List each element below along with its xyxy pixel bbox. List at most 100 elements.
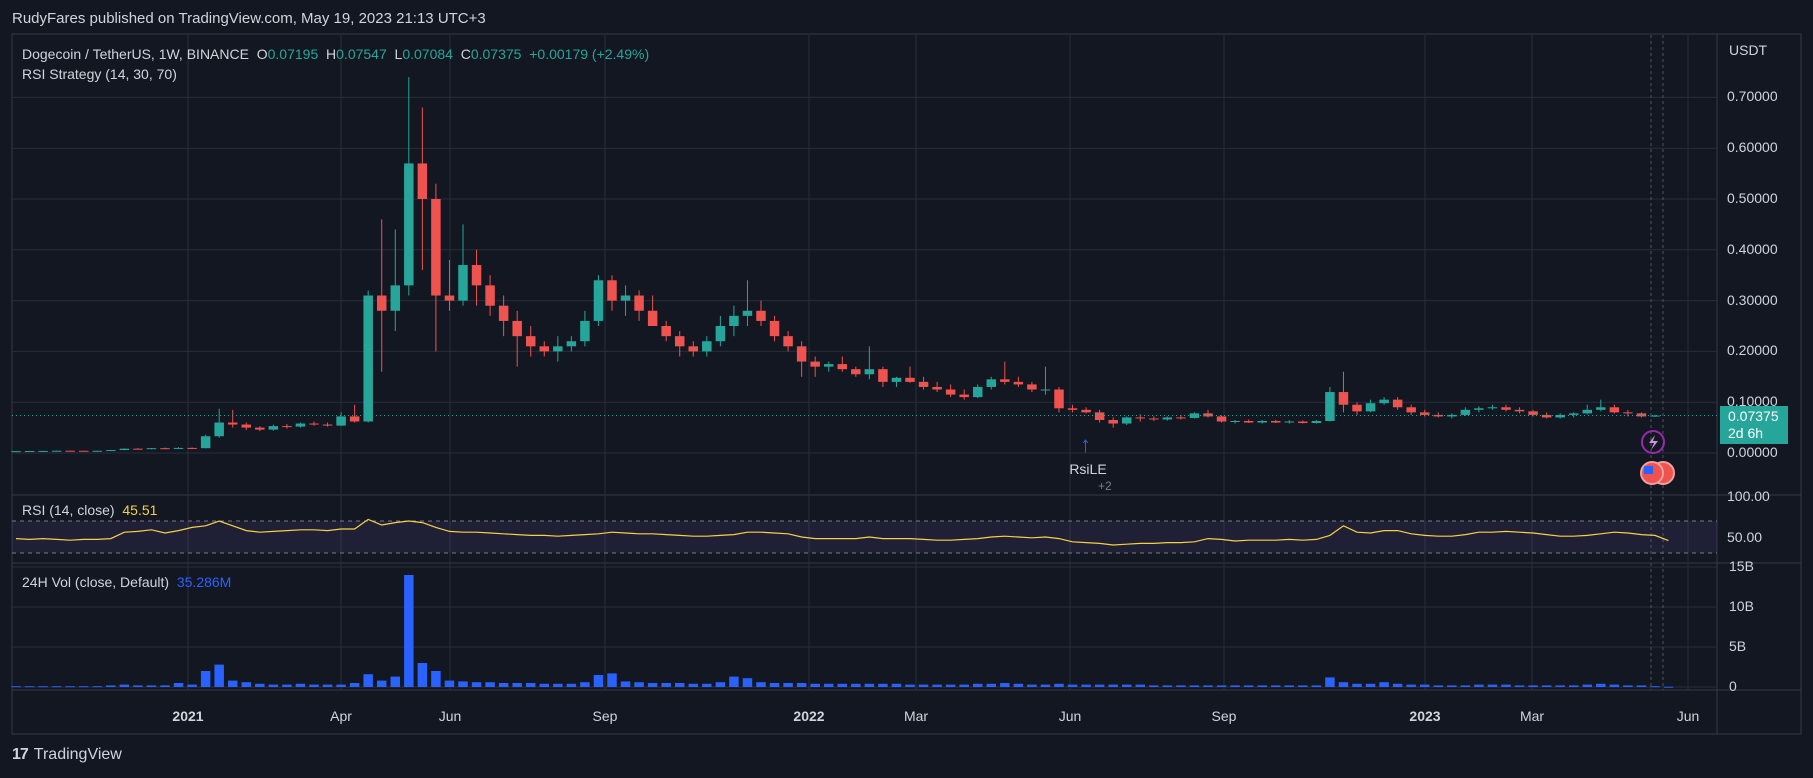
price-unit: USDT	[1729, 42, 1768, 58]
candle-body	[674, 336, 685, 347]
rsi-legend[interactable]: RSI (14, close) 45.51	[22, 502, 157, 518]
candle-body	[1528, 411, 1538, 415]
candle-body	[363, 295, 373, 422]
volume-bar	[1311, 685, 1322, 687]
volume-bar	[620, 681, 631, 687]
candle-body	[756, 310, 766, 321]
volume-bar	[1352, 683, 1362, 687]
volume-bar	[1514, 685, 1525, 687]
volume-bar	[1081, 684, 1091, 687]
strategy-label: RSI Strategy (14, 30, 70)	[22, 66, 177, 82]
candle-body	[65, 450, 75, 452]
candle-body	[322, 424, 333, 426]
symbol-legend: Dogecoin / TetherUS, 1W, BINANCE O0.0719…	[22, 46, 649, 62]
candle-body	[1419, 412, 1430, 415]
candle-countdown: 2d 6h	[1728, 425, 1764, 441]
volume-bar	[1094, 684, 1105, 687]
candle-body	[1636, 413, 1647, 417]
volume-bar	[1162, 685, 1173, 687]
symbol-name[interactable]: Dogecoin / TetherUS, 1W, BINANCE	[22, 46, 249, 62]
volume-bar	[282, 684, 292, 687]
volume-bar	[918, 684, 929, 687]
time-tick: Jun	[1676, 708, 1700, 724]
volume-bar	[187, 684, 197, 687]
volume-bar	[702, 683, 712, 687]
volume-bar	[336, 684, 346, 687]
volume-bar	[458, 681, 468, 687]
candle-body	[1270, 420, 1281, 423]
candle-body	[24, 451, 35, 453]
candle-body	[1514, 409, 1525, 412]
vol-tick-5b: 5B	[1729, 638, 1747, 654]
candle-body	[444, 295, 455, 301]
candle-body	[187, 447, 197, 449]
candle-body	[417, 163, 428, 199]
candle-body	[1623, 412, 1633, 414]
volume-bar	[1568, 685, 1579, 687]
candle-body	[1338, 392, 1349, 405]
volume-bar	[580, 682, 590, 687]
volume-bar	[756, 682, 766, 687]
volume-bar	[295, 683, 306, 687]
volume-bar	[404, 575, 414, 687]
rsi-line	[15, 518, 1669, 546]
candle-body	[972, 386, 983, 398]
volume-bar	[729, 676, 739, 687]
volume-bar	[1419, 684, 1430, 687]
volume-bar	[200, 671, 211, 687]
candle-body	[729, 315, 739, 326]
volume-bar	[1067, 684, 1078, 687]
volume-bar	[1054, 683, 1064, 687]
volume-bar	[742, 678, 753, 687]
us-flag-icon	[1644, 466, 1653, 474]
time-tick: Jun	[1058, 708, 1082, 724]
long-entry-arrow-icon[interactable]: ↑	[1080, 432, 1091, 457]
candle-body	[1094, 412, 1105, 420]
price-tick: 0.40000	[1727, 240, 1778, 257]
volume-bar	[1541, 685, 1552, 687]
volume-bar	[593, 675, 604, 687]
volume-bar	[1582, 684, 1593, 687]
time-tick: 2022	[793, 708, 825, 724]
candle-body	[1298, 421, 1308, 424]
volume-bar	[796, 683, 807, 687]
candle-body	[133, 448, 143, 450]
time-tick: 2023	[1409, 708, 1441, 724]
time-tick: Sep	[592, 708, 618, 724]
footer-brand: TradingView	[33, 746, 122, 763]
chart-frame	[11, 33, 1802, 735]
candle-body	[1081, 409, 1091, 413]
candle-body	[539, 346, 550, 352]
volume-bar	[1650, 686, 1660, 688]
volume-bar	[783, 683, 793, 687]
candle-body	[607, 280, 617, 301]
candle-body	[1447, 414, 1457, 417]
candle-body	[634, 295, 644, 311]
volume-bar	[65, 686, 75, 688]
volume-legend[interactable]: 24H Vol (close, Default) 35.286M	[22, 574, 231, 590]
volume-bar	[146, 685, 157, 687]
volume-bar	[1203, 685, 1213, 687]
candle-body	[1352, 404, 1362, 412]
candle-body	[891, 377, 902, 382]
volume-bar	[986, 683, 997, 687]
volume-bar	[1433, 685, 1444, 687]
volume-bar	[363, 674, 373, 687]
candle-body	[295, 423, 306, 427]
candle-body	[1568, 413, 1579, 415]
volume-bar	[349, 683, 360, 687]
vol-tick-15b: 15B	[1729, 558, 1754, 571]
candle-body	[1149, 418, 1159, 420]
volume-bar	[1623, 685, 1633, 687]
candle-body	[106, 450, 116, 452]
candle-body	[78, 450, 89, 452]
candle-body	[336, 416, 346, 426]
time-tick: Sep	[1211, 708, 1237, 724]
strategy-legend[interactable]: RSI Strategy (14, 30, 70)	[22, 66, 177, 82]
price-tick: 0.60000	[1727, 139, 1778, 156]
volume-bar	[1027, 684, 1037, 687]
candle-body	[1650, 415, 1660, 417]
candle-body	[512, 320, 522, 337]
volume-bar	[133, 685, 143, 687]
